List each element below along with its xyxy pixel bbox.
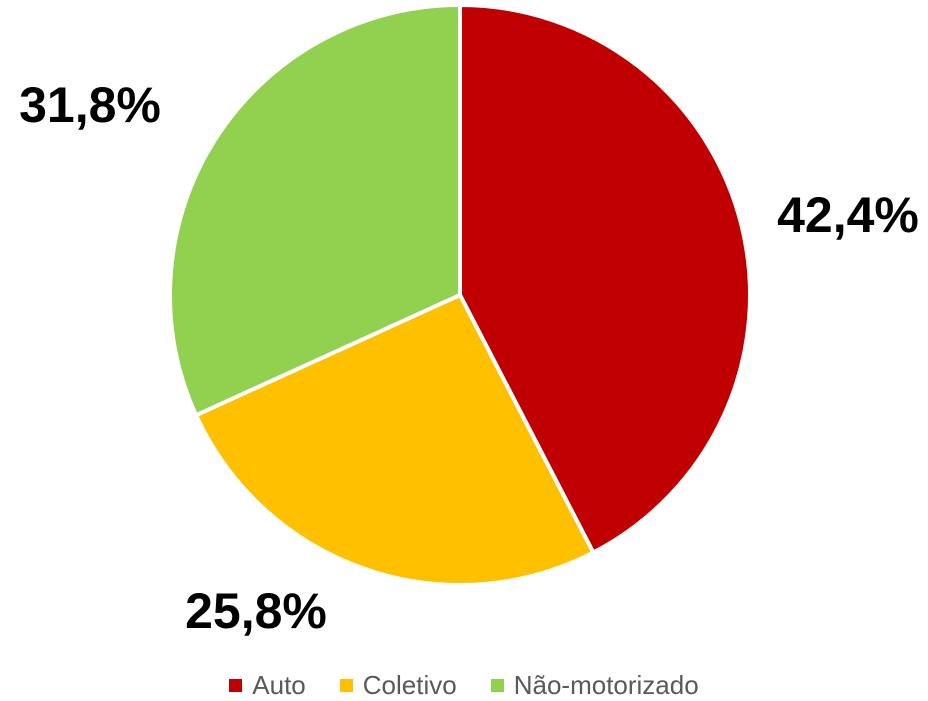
legend-label-auto: Auto [252,670,306,700]
legend-swatch-coletivo [339,679,353,692]
data-label-nao-motorizado: 31,8% [19,77,161,133]
pie-data-labels: 42,4% 25,8% 31,8% [19,77,919,639]
pie-slice-coletivo [194,293,596,588]
legend-item-coletivo: Coletivo [339,670,457,701]
legend-swatch-auto [229,679,243,692]
pie-slice-auto [458,3,752,555]
legend-label-nao-motorizado: Não-motorizado [513,670,699,700]
data-label-auto: 42,4% [777,187,919,243]
legend-item-nao-motorizado: Não-motorizado [490,670,699,701]
legend: Auto Coletivo Não-motorizado [0,670,928,701]
data-label-coletivo: 25,8% [185,583,327,639]
pie-slices [168,3,752,588]
pie-chart-svg: 42,4% 25,8% 31,8% [19,3,919,639]
legend-label-coletivo: Coletivo [362,670,457,700]
legend-item-auto: Auto [229,670,306,701]
pie-slice-nao-motorizado [168,3,462,418]
legend-swatch-nao-motorizado [490,679,504,692]
